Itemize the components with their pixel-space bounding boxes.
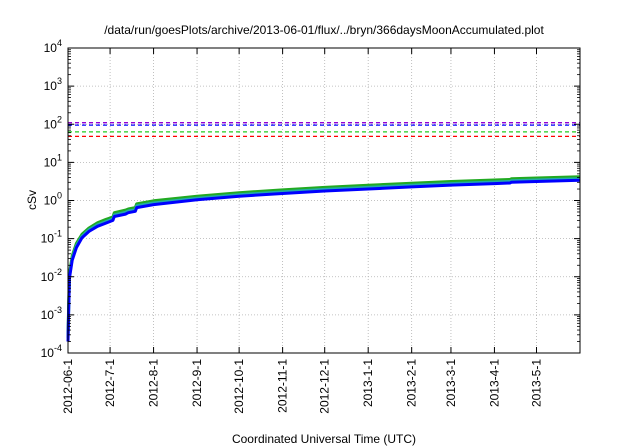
y-tick-mantissa: 10 <box>41 346 55 360</box>
y-tick-label: 10-2 <box>41 267 62 284</box>
x-tick-label: 2012-7-1 <box>103 359 117 407</box>
x-tick-label: 2013-4-1 <box>487 359 501 407</box>
y-tick-exponent: 3 <box>57 76 62 86</box>
y-tick-label: 101 <box>44 152 62 169</box>
x-tick-label: 2012-8-1 <box>147 359 161 407</box>
y-axis-title: cSv <box>25 190 39 210</box>
y-tick-label: 102 <box>44 114 62 131</box>
x-tick-label: 2012-9-1 <box>190 359 204 407</box>
y-tick-mantissa: 10 <box>44 117 58 131</box>
series-line-3 <box>66 178 581 342</box>
x-tick-label: 2012-11-1 <box>276 359 290 413</box>
y-tick-mantissa: 10 <box>44 155 58 169</box>
x-tick-label: 2013-3-1 <box>444 359 458 407</box>
x-tick-label: 2013-2-1 <box>405 359 419 407</box>
y-tick-exponent: -4 <box>54 343 62 353</box>
y-tick-mantissa: 10 <box>44 194 58 208</box>
y-tick-exponent: -2 <box>54 267 62 277</box>
y-tick-label: 10-3 <box>41 305 62 322</box>
y-tick-mantissa: 10 <box>41 232 55 246</box>
y-tick-exponent: 2 <box>57 114 62 124</box>
x-tick-label: 2012-06-1 <box>61 359 75 414</box>
y-tick-exponent: -1 <box>54 229 62 239</box>
x-tick-label: 2013-5-1 <box>530 359 544 407</box>
y-tick-exponent: 1 <box>57 152 62 162</box>
x-axis-title: Coordinated Universal Time (UTC) <box>232 432 416 446</box>
series-lines <box>66 175 581 342</box>
y-tick-label: 103 <box>44 76 62 93</box>
chart-title: /data/run/goesPlots/archive/2013-06-01/f… <box>104 23 544 37</box>
grid <box>68 48 580 353</box>
y-tick-mantissa: 10 <box>44 79 58 93</box>
y-tick-exponent: 0 <box>57 191 62 201</box>
x-tick-labels: 2012-06-1 2012-7-1 2012-8-1 2012-9-1 2012-10… <box>61 359 544 414</box>
x-tick-label: 2012-10-1 <box>232 359 246 414</box>
y-tick-label: 10-4 <box>41 343 62 360</box>
x-tick-label: 2012-12-1 <box>318 359 332 414</box>
y-tick-mantissa: 10 <box>41 270 55 284</box>
y-tick-exponent: 4 <box>57 38 62 48</box>
y-tick-mantissa: 10 <box>41 308 55 322</box>
y-tick-label: 10-1 <box>41 229 62 246</box>
y-tick-exponent: -3 <box>54 305 62 315</box>
y-tick-mantissa: 10 <box>44 41 58 55</box>
axis-ticks <box>67 47 580 354</box>
y-tick-label: 100 <box>44 191 62 208</box>
threshold-lines <box>68 122 580 138</box>
x-tick-label: 2013-1-1 <box>361 359 375 407</box>
y-tick-label: 104 <box>44 38 62 55</box>
